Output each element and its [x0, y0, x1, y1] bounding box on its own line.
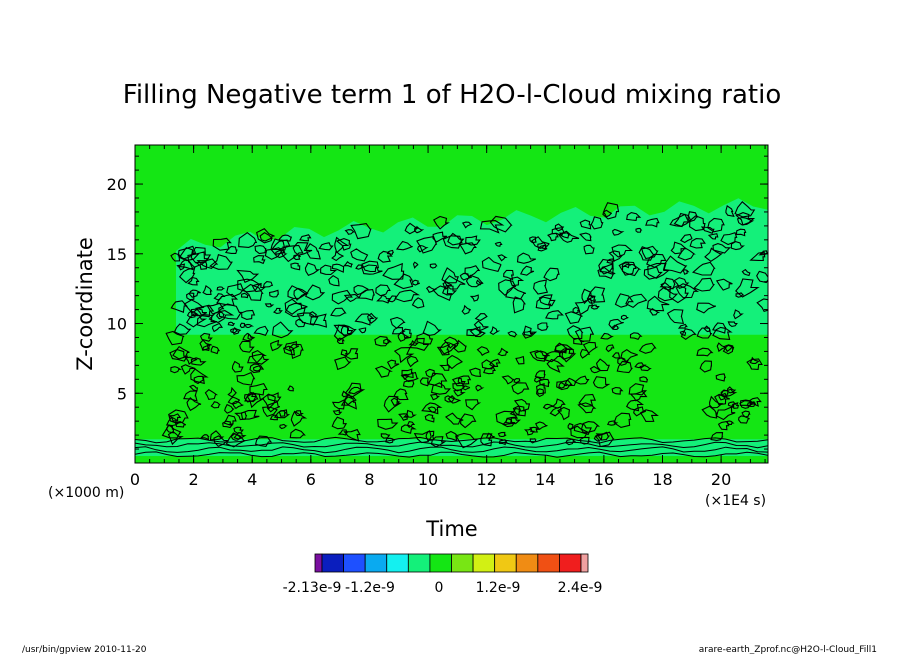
y-axis-label: Z-coordinate [73, 237, 97, 371]
x-tick-label: 2 [189, 470, 199, 489]
x-tick-label: 20 [711, 470, 731, 489]
y-tick-label: 10 [107, 315, 127, 334]
colorbar [314, 553, 589, 573]
chart-title: Filling Negative term 1 of H2O-l-Cloud m… [123, 80, 781, 110]
colorbar-swatch [321, 553, 344, 573]
colorbar-swatch [537, 553, 560, 573]
colorbar-swatch [429, 553, 452, 573]
colorbar-swatch [515, 553, 539, 573]
colorbar-tick-label: -1.2e-9 [345, 580, 395, 596]
x-axis: 0 2 4 6 8 10 12 14 16 18 20 [130, 145, 766, 489]
colorbar-swatch [386, 553, 409, 573]
colorbar-swatch [314, 553, 323, 573]
x-tick-label: 10 [418, 470, 438, 489]
y-axis-unit: (×1000 m) [48, 485, 124, 501]
x-tick-label: 16 [594, 470, 614, 489]
colorbar-swatch [407, 553, 431, 573]
x-tick-label: 12 [476, 470, 496, 489]
upper-cloud-band [176, 198, 768, 335]
colorbar-tick-label: 1.2e-9 [476, 580, 521, 596]
x-tick-label: 0 [130, 470, 140, 489]
y-axis: 5 10 15 20 [107, 155, 768, 450]
y-tick-label: 5 [117, 384, 127, 403]
x-tick-label: 14 [535, 470, 555, 489]
y-tick-label: 15 [107, 245, 127, 264]
colorbar-tick-label: -2.13e-9 [283, 580, 342, 596]
colorbar-tick-label: 0 [435, 580, 444, 596]
footer-left: /usr/bin/gpview 2010-11-20 [22, 645, 147, 654]
footer-right: arare-earth_Zprof.nc@H2O-l-Cloud_Fill1 [699, 645, 877, 654]
contour-layer [135, 201, 768, 458]
plot-area [134, 144, 769, 464]
plot-frame [134, 144, 769, 464]
colorbar-swatch [364, 553, 388, 573]
x-tick-label: 18 [652, 470, 672, 489]
x-axis-unit: (×1E4 s) [705, 493, 766, 509]
colorbar-swatch [559, 553, 582, 573]
x-tick-label: 4 [247, 470, 257, 489]
x-axis-label: Time [425, 517, 477, 541]
colorbar-labels: -2.13e-9 -1.2e-9 0 1.2e-9 2.4e-9 [283, 580, 603, 596]
colorbar-swatch [451, 553, 474, 573]
colorbar-tick-label: 2.4e-9 [558, 580, 603, 596]
x-tick-label: 8 [364, 470, 374, 489]
y-tick-label: 20 [107, 175, 127, 194]
colorbar-swatch [472, 553, 496, 573]
colorbar-swatch [343, 553, 366, 573]
colorbar-swatch [494, 553, 517, 573]
x-tick-label: 6 [306, 470, 316, 489]
colorbar-swatch [580, 553, 589, 573]
